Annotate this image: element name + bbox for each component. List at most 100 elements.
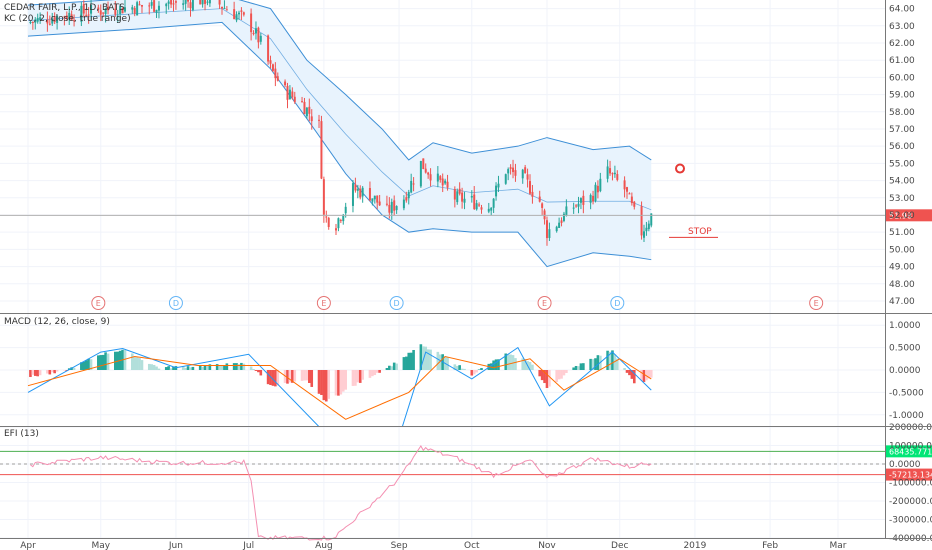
macd-histogram-bar xyxy=(38,370,42,376)
earnings-event-icon[interactable] xyxy=(316,296,331,310)
macd-histogram-bar xyxy=(354,370,357,386)
macd-histogram-bar xyxy=(80,362,83,370)
macd-title: MACD (12, 26, close, 9) xyxy=(4,317,110,327)
macd-histogram-bar xyxy=(99,355,103,370)
candle-body xyxy=(36,17,39,22)
candle-body xyxy=(439,176,442,180)
earnings-event-icon[interactable] xyxy=(91,296,106,310)
macd-histogram-bar xyxy=(114,351,117,370)
price-y-tick: 52.00 xyxy=(889,211,915,221)
candle-body xyxy=(385,203,388,205)
candle-body xyxy=(252,32,255,35)
candle-body xyxy=(422,158,425,170)
candle-body xyxy=(274,68,277,79)
macd-histogram-bar xyxy=(470,370,474,376)
macd-histogram-bar xyxy=(259,370,263,376)
macd-histogram-bar xyxy=(589,358,592,370)
macd-histogram-bar xyxy=(293,370,297,382)
macd-histogram-bar xyxy=(446,357,449,370)
macd-histogram-bar xyxy=(55,370,59,372)
macd-histogram-bar xyxy=(596,355,600,370)
efi-upper-badge xyxy=(886,445,932,458)
candle-body xyxy=(548,229,551,238)
macd-histogram-bar xyxy=(555,370,558,382)
efi-pane[interactable]: 68435.7719 -57213.1340 xyxy=(0,445,932,541)
earnings-event-icon[interactable] xyxy=(537,296,552,310)
x-tick-label: 2019 xyxy=(683,541,706,550)
price-y-tick: 64.00 xyxy=(889,5,915,15)
candle-body xyxy=(390,201,393,214)
dividend-event-icon[interactable] xyxy=(389,296,404,310)
macd-histogram-bar xyxy=(572,367,575,370)
macd-histogram-bar xyxy=(240,362,243,370)
candle-body xyxy=(155,9,158,13)
earnings-event-icon[interactable] xyxy=(809,296,824,310)
macd-histogram-bar xyxy=(649,370,653,378)
marker-circle[interactable] xyxy=(675,163,685,174)
efi-y-tick: 0.0000 xyxy=(889,460,921,470)
macd-histogram-bar xyxy=(560,370,563,379)
macd-histogram-bar xyxy=(361,370,364,380)
macd-histogram-bar xyxy=(337,370,340,396)
candle-body xyxy=(107,6,110,11)
candle-body xyxy=(402,199,405,209)
macd-histogram-bar xyxy=(172,366,175,370)
macd-histogram-bar xyxy=(271,370,275,386)
candle-body xyxy=(223,7,226,9)
price-y-tick: 54.00 xyxy=(889,177,915,187)
macd-histogram-bar xyxy=(390,366,394,370)
macd-histogram-bar xyxy=(523,359,527,370)
macd-histogram-bar xyxy=(181,366,185,370)
candle-body xyxy=(201,0,204,5)
macd-histogram-bar xyxy=(63,370,66,371)
candle-body xyxy=(286,85,289,100)
candle-body xyxy=(189,2,192,9)
price-pane[interactable]: 51.98 E D E D E D E xyxy=(0,0,932,310)
macd-histogram-bar xyxy=(528,361,532,370)
macd-histogram-bar xyxy=(371,370,374,377)
macd-histogram-bar xyxy=(225,363,229,370)
macd-histogram-bar xyxy=(184,367,187,370)
macd-histogram-bar xyxy=(460,368,464,370)
price-y-tick: 49.00 xyxy=(889,263,915,273)
macd-histogram-bar xyxy=(140,360,144,370)
candle-body xyxy=(495,185,498,197)
price-y-tick: 47.00 xyxy=(889,297,915,307)
dividend-event-icon[interactable] xyxy=(168,296,183,310)
macd-histogram-bar xyxy=(254,370,258,371)
pane-labels: CEDAR FAIR, L.P., 1D, BATS KC (20, 2, cl… xyxy=(4,3,712,439)
macd-histogram-bar xyxy=(203,365,207,370)
macd-histogram-bar xyxy=(625,370,629,373)
candle-body xyxy=(628,193,631,195)
candle-body xyxy=(29,22,32,24)
macd-y-tick: 0.0000 xyxy=(889,366,921,376)
candle-body xyxy=(148,5,151,7)
candle-body xyxy=(575,205,578,207)
candle-body xyxy=(645,227,648,232)
candle-body xyxy=(424,168,427,173)
macd-histogram-bar xyxy=(249,366,253,370)
macd-histogram-bar xyxy=(269,370,272,386)
candle-body xyxy=(354,184,357,191)
candle-body xyxy=(497,183,500,188)
candle-body xyxy=(221,6,224,9)
macd-histogram-bar xyxy=(480,368,483,370)
candle-body xyxy=(70,14,73,20)
dividend-event-icon[interactable] xyxy=(610,296,625,310)
macd-histogram-bar xyxy=(395,363,398,370)
candle-body xyxy=(153,0,156,12)
macd-pane[interactable] xyxy=(27,344,653,441)
macd-histogram-bar xyxy=(436,351,440,370)
candle-body xyxy=(187,0,190,2)
candle-body xyxy=(167,1,170,4)
candle-body xyxy=(267,35,270,62)
candle-body xyxy=(613,172,616,175)
macd-histogram-bar xyxy=(356,370,360,383)
efi-y-tick: -300000.0000 xyxy=(889,516,932,526)
candle-body xyxy=(419,160,422,187)
candle-body xyxy=(73,20,76,22)
candle-body xyxy=(558,222,561,228)
candle-body xyxy=(305,107,308,117)
candle-body xyxy=(582,195,585,205)
